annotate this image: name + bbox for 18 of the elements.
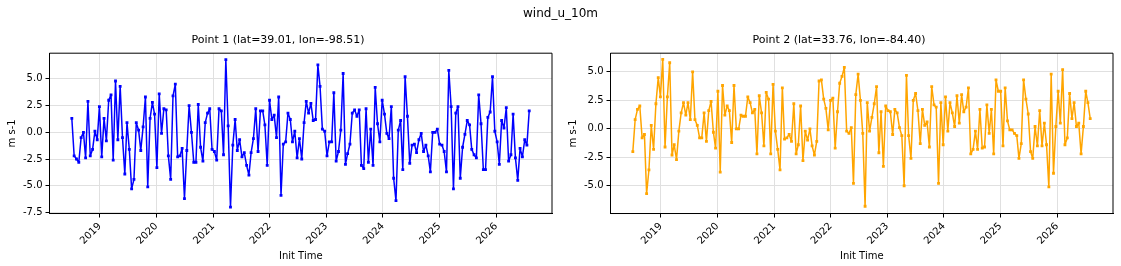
y-tick-label: 0.0 [587, 122, 604, 134]
y-tick-label: -5.0 [23, 179, 43, 191]
chart-title: Point 1 (lat=39.01, lon=-98.51) [191, 33, 365, 47]
y-tick-label: 0.0 [26, 125, 43, 137]
y-tick-label: -5.0 [584, 179, 604, 191]
y-tick-label: -2.5 [23, 152, 43, 164]
x-axis-title: Init Time [839, 249, 884, 261]
x-axis-title: Init Time [278, 249, 323, 261]
y-tick-label: 5.0 [587, 65, 604, 77]
y-tick-label: -2.5 [584, 150, 604, 162]
y-tick-label: -7.5 [23, 206, 43, 218]
y-axis-title: m s-1 [5, 119, 17, 148]
y-axis-title: m s-1 [566, 119, 578, 148]
y-tick-label: 2.5 [587, 93, 604, 105]
y-tick-label: 5.0 [26, 72, 43, 84]
chart-title: Point 2 (lat=33.76, lon=-84.40) [752, 33, 926, 47]
y-tick-label: 2.5 [26, 99, 43, 111]
text: wind_u_10m [522, 6, 599, 20]
